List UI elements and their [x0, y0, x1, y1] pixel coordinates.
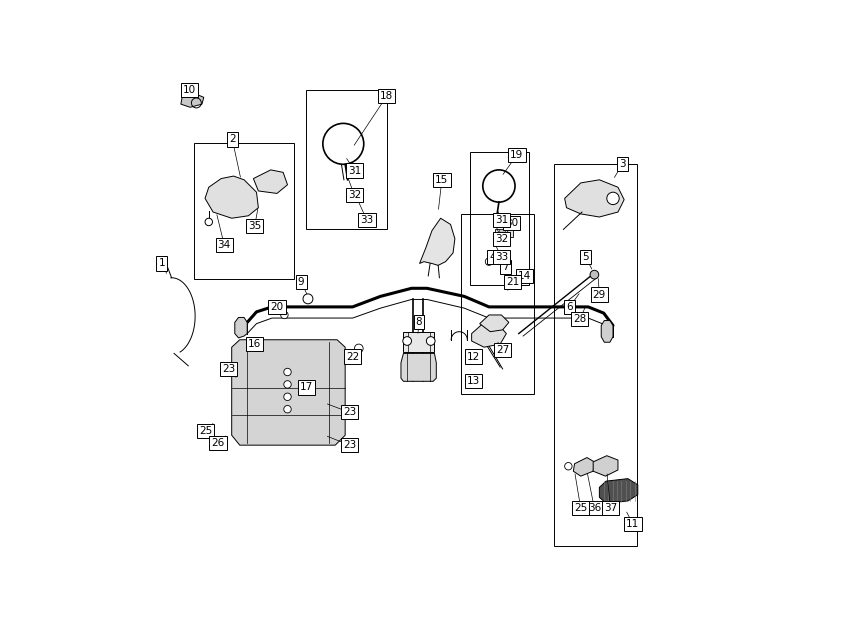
- Text: 20: 20: [270, 302, 283, 312]
- Text: 8: 8: [415, 317, 421, 327]
- Text: 26: 26: [212, 438, 224, 448]
- Text: 13: 13: [467, 376, 479, 386]
- Text: 36: 36: [587, 503, 601, 513]
- Text: 14: 14: [517, 271, 531, 281]
- Text: 7: 7: [502, 262, 508, 272]
- Text: 33: 33: [494, 252, 508, 262]
- Text: 17: 17: [299, 383, 313, 392]
- Circle shape: [426, 337, 434, 345]
- Text: 28: 28: [572, 314, 585, 324]
- Circle shape: [482, 170, 514, 202]
- Text: 35: 35: [247, 221, 261, 231]
- Circle shape: [403, 337, 411, 345]
- Text: 3: 3: [618, 159, 625, 169]
- Text: 23: 23: [342, 440, 356, 450]
- Text: 4: 4: [489, 252, 496, 262]
- Bar: [554, 164, 635, 546]
- Polygon shape: [253, 170, 287, 193]
- Circle shape: [485, 258, 492, 265]
- Text: 22: 22: [345, 352, 359, 361]
- Circle shape: [564, 463, 572, 470]
- Text: 25: 25: [199, 426, 212, 436]
- Bar: [461, 214, 533, 394]
- Text: 29: 29: [592, 290, 606, 299]
- Text: 30: 30: [504, 218, 517, 228]
- Text: 37: 37: [603, 503, 617, 513]
- Circle shape: [606, 192, 618, 205]
- Polygon shape: [479, 315, 508, 332]
- Polygon shape: [599, 479, 637, 503]
- Circle shape: [283, 393, 291, 401]
- Bar: [495, 229, 512, 237]
- Text: 2: 2: [229, 135, 235, 144]
- Text: 5: 5: [582, 252, 589, 262]
- Text: 33: 33: [360, 215, 373, 225]
- Polygon shape: [471, 324, 506, 347]
- Text: 27: 27: [496, 345, 508, 355]
- Text: 15: 15: [435, 175, 448, 185]
- Polygon shape: [181, 94, 204, 107]
- Circle shape: [205, 218, 212, 226]
- Polygon shape: [401, 353, 436, 381]
- Text: 23: 23: [222, 364, 235, 374]
- Text: 12: 12: [467, 352, 479, 361]
- Polygon shape: [572, 458, 594, 476]
- Circle shape: [283, 405, 291, 413]
- Text: 21: 21: [505, 277, 519, 287]
- Bar: [305, 90, 386, 229]
- Text: 16: 16: [247, 339, 261, 349]
- Polygon shape: [235, 317, 247, 338]
- Polygon shape: [231, 340, 345, 445]
- Circle shape: [322, 123, 363, 164]
- Polygon shape: [419, 218, 455, 265]
- Circle shape: [283, 381, 291, 388]
- Bar: [470, 152, 529, 285]
- Circle shape: [354, 344, 363, 353]
- Polygon shape: [593, 456, 618, 476]
- Polygon shape: [205, 176, 258, 218]
- Text: 32: 32: [347, 190, 361, 200]
- Text: 11: 11: [625, 519, 639, 529]
- Text: 25: 25: [573, 503, 587, 513]
- Text: 18: 18: [380, 91, 393, 101]
- Polygon shape: [403, 332, 434, 352]
- Text: 31: 31: [494, 215, 508, 225]
- Circle shape: [303, 294, 312, 304]
- Circle shape: [589, 270, 598, 279]
- Text: 6: 6: [566, 302, 572, 312]
- Circle shape: [283, 368, 291, 376]
- Text: 23: 23: [342, 407, 356, 417]
- Text: 10: 10: [183, 85, 196, 95]
- Text: 19: 19: [510, 150, 523, 160]
- Circle shape: [281, 311, 287, 319]
- Bar: [194, 143, 293, 279]
- Polygon shape: [564, 180, 624, 217]
- Bar: [498, 229, 504, 237]
- Text: 32: 32: [494, 234, 508, 244]
- Text: 34: 34: [218, 240, 230, 250]
- Text: 31: 31: [347, 166, 361, 175]
- Text: 9: 9: [298, 277, 305, 287]
- Text: 1: 1: [158, 259, 165, 268]
- Polygon shape: [601, 321, 612, 342]
